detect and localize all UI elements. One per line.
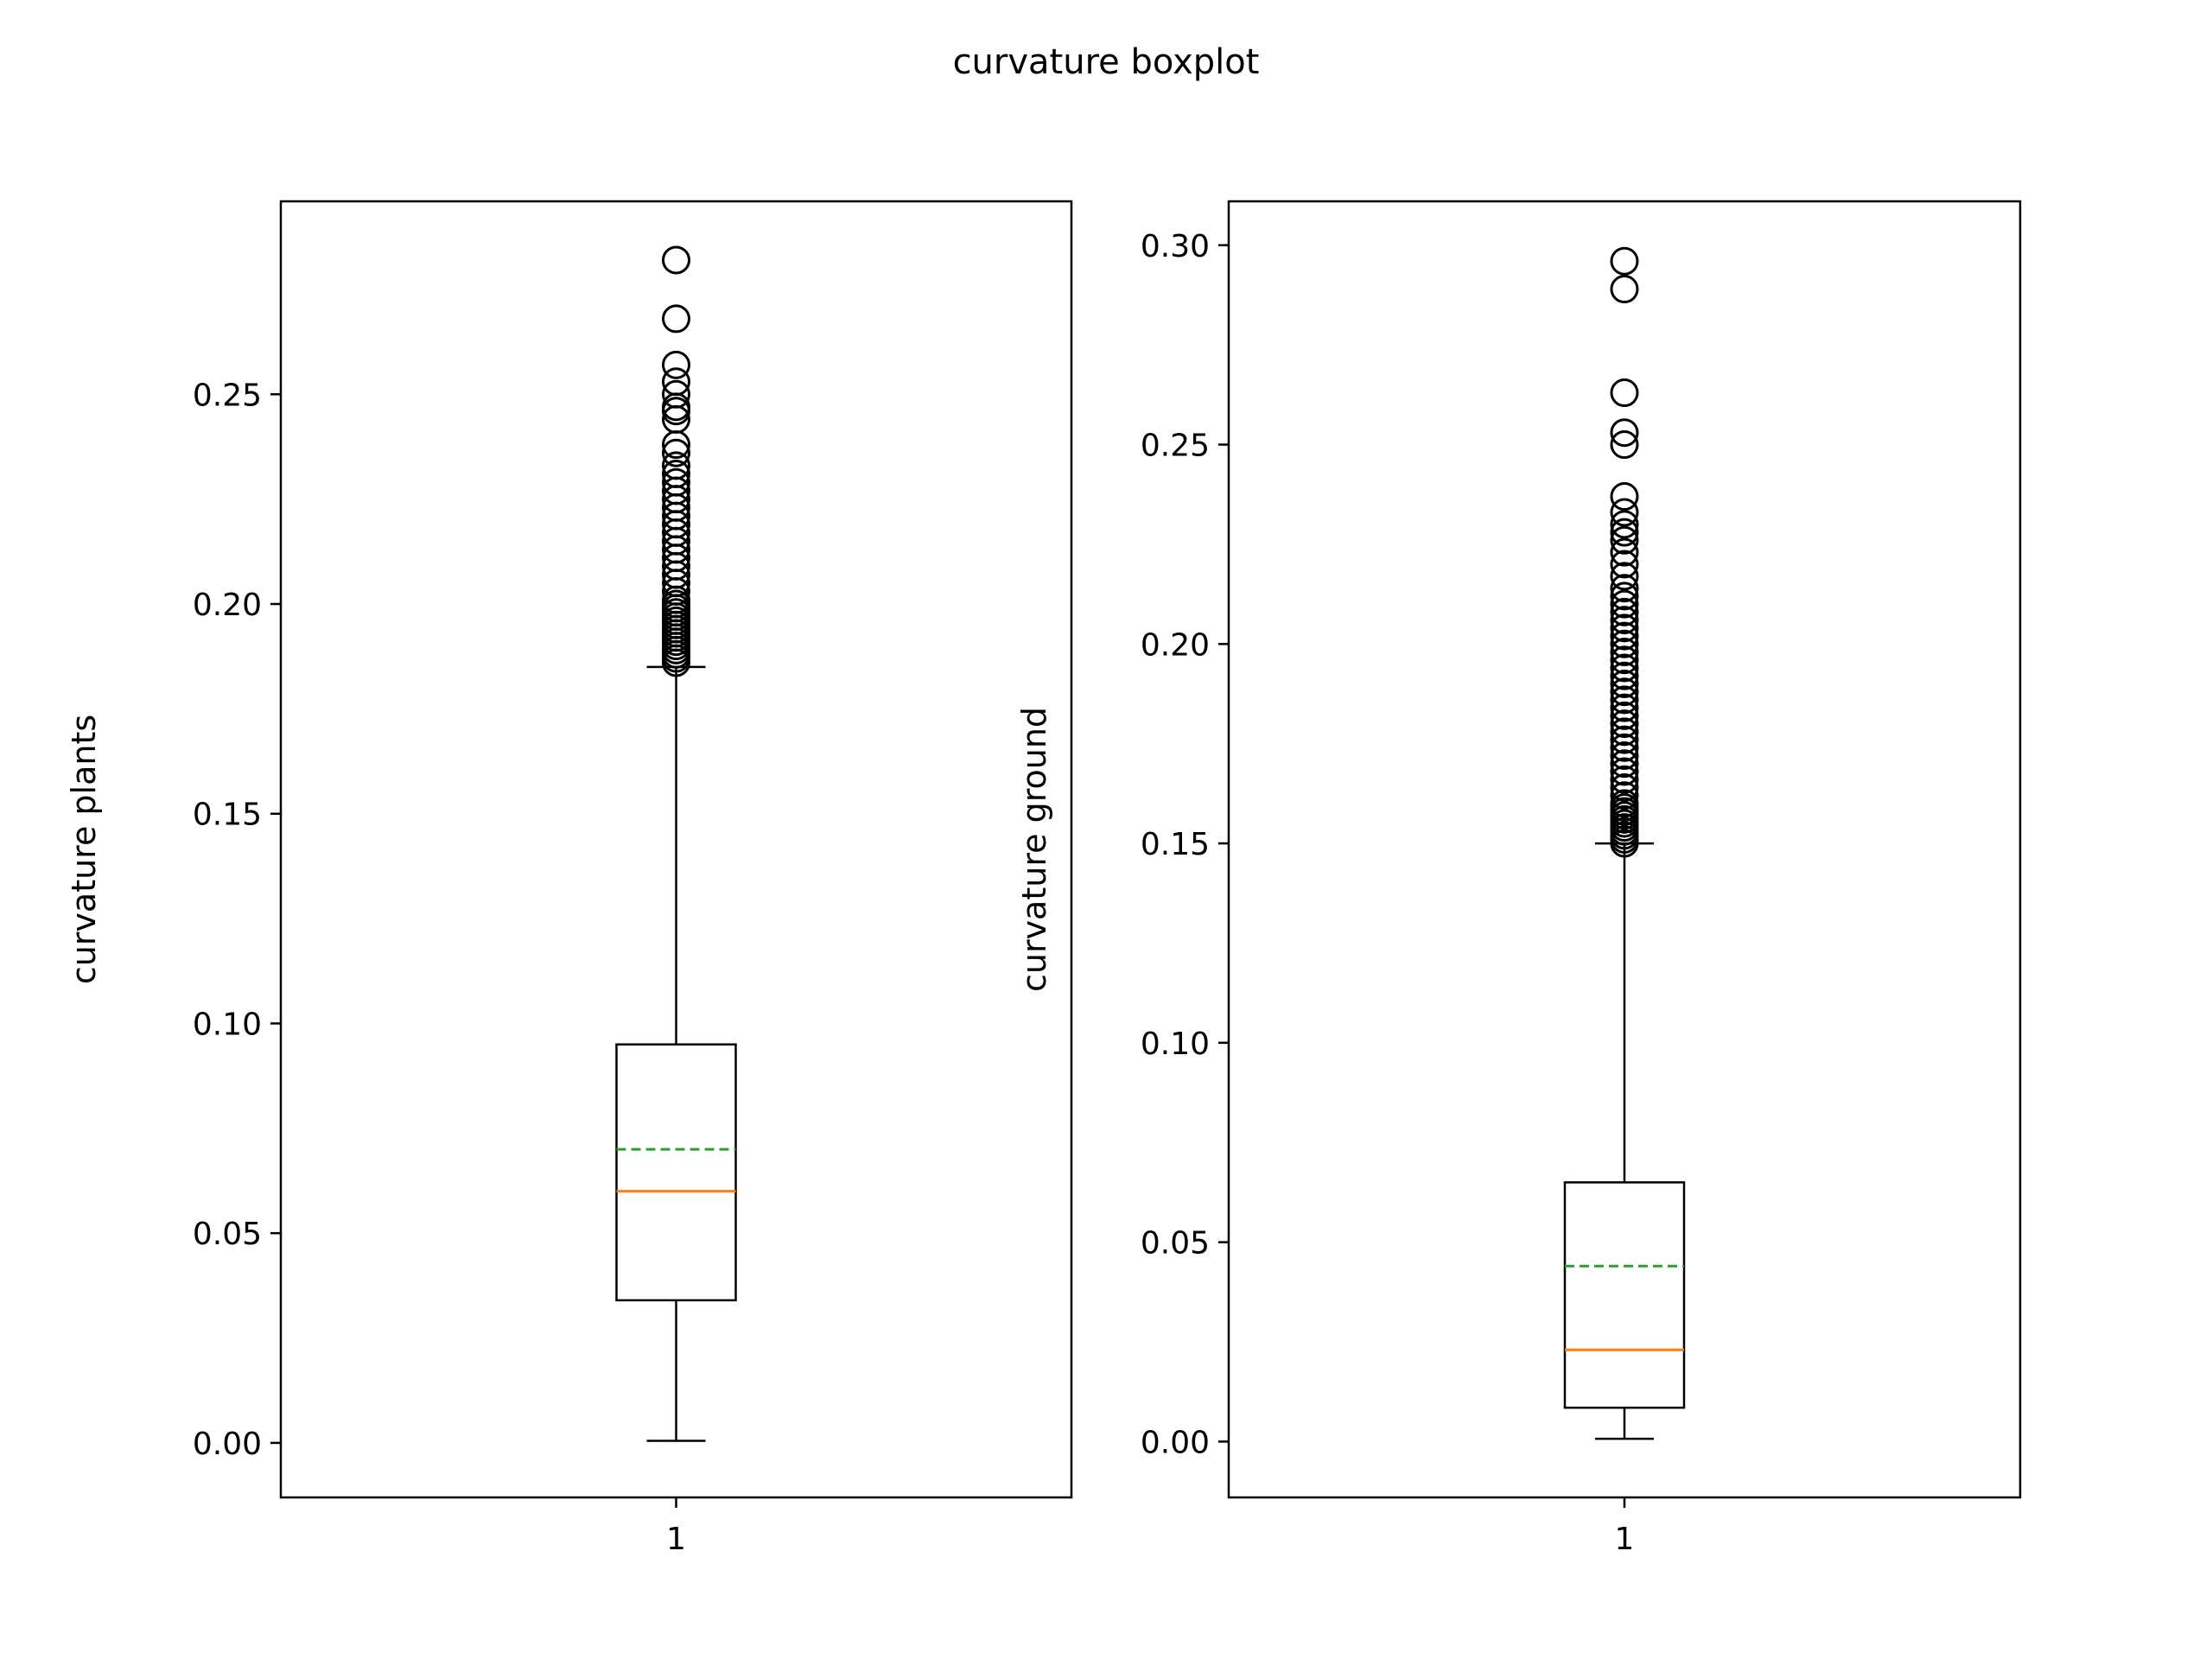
- outlier-point: [1610, 677, 1639, 707]
- outlier-point: [1610, 246, 1639, 276]
- outlier-point: [1610, 510, 1639, 539]
- outlier-point: [1610, 789, 1639, 818]
- outlier-point: [1610, 772, 1639, 802]
- y-tick-label: 0.15: [1141, 827, 1210, 862]
- outlier-point: [662, 379, 690, 409]
- outlier-point: [1610, 741, 1639, 771]
- outlier-point: [1610, 621, 1639, 651]
- outlier-point: [1610, 378, 1639, 408]
- y-tick-label: 0.25: [193, 378, 262, 413]
- iqr-box: [615, 1043, 737, 1302]
- outlier-point: [662, 460, 690, 489]
- outlier-point: [1610, 613, 1639, 643]
- outlier-point: [1610, 275, 1639, 304]
- y-tick-label: 0.20: [1141, 627, 1210, 663]
- outlier-point: [1610, 717, 1639, 747]
- outlier-point: [662, 367, 690, 397]
- outlier-point: [1610, 482, 1639, 512]
- outlier-point: [1610, 757, 1639, 786]
- boxplot-panel-1: 0.00 0.05 0.10 0.15 0.20 0.25 1 curvature plant…: [65, 200, 1073, 1557]
- outlier-point: [1610, 661, 1639, 690]
- outlier-point: [1610, 733, 1639, 762]
- outlier-point: [1610, 498, 1639, 527]
- outlier-point: [1610, 574, 1639, 603]
- outlier-point: [1610, 709, 1639, 739]
- outlier-point: [662, 467, 690, 497]
- outlier-point: [1610, 518, 1639, 547]
- outlier-point: [1610, 606, 1639, 635]
- outlier-point: [1610, 701, 1639, 730]
- outlier-point: [1610, 749, 1639, 779]
- outlier-point: [1610, 430, 1639, 460]
- iqr-box: [1563, 1181, 1686, 1409]
- x-tick-label: 1: [1615, 1522, 1635, 1557]
- outlier-point: [1610, 765, 1639, 794]
- outlier-point: [662, 451, 690, 480]
- outlier-point: [662, 438, 690, 467]
- outlier-point: [1610, 725, 1639, 754]
- y-tick-label: 0.15: [193, 798, 262, 833]
- outlier-point: [1610, 685, 1639, 715]
- outlier-point: [1610, 537, 1639, 567]
- y-tick-label: 0.10: [193, 1007, 262, 1042]
- outlier-point: [1610, 653, 1639, 683]
- outlier-point: [1610, 669, 1639, 698]
- y-tick-label: 0.05: [193, 1217, 262, 1252]
- outlier-point: [1610, 597, 1639, 626]
- outlier-point: [1610, 418, 1639, 448]
- x-tick-label: 1: [666, 1522, 686, 1557]
- outlier-point: [1610, 629, 1639, 658]
- y-tick-label: 0.30: [1141, 229, 1210, 264]
- outlier-point: [1610, 525, 1639, 555]
- y-tick-label: 0.20: [193, 588, 262, 623]
- outlier-point: [1610, 693, 1639, 722]
- outlier-point: [1610, 582, 1639, 611]
- outlier-point: [1610, 781, 1639, 810]
- y-axis-label: curvature ground: [1015, 707, 1053, 992]
- y-tick-label: 0.25: [1141, 429, 1210, 464]
- outlier-point: [662, 350, 690, 379]
- outlier-point: [1610, 550, 1639, 579]
- outlier-point: [1610, 645, 1639, 675]
- boxplot-panel-2: 0.00 0.05 0.10 0.15 0.20 0.25 0.30 1 curvature g…: [1015, 200, 2022, 1557]
- outlier-point: [662, 304, 690, 334]
- y-tick-label: 0.05: [1141, 1226, 1210, 1262]
- y-tick-label: 0.10: [1141, 1027, 1210, 1062]
- outlier-point: [1610, 589, 1639, 619]
- y-axis-label: curvature plants: [65, 715, 103, 984]
- outlier-point: [1610, 638, 1639, 667]
- outlier-point: [662, 245, 690, 275]
- figure-suptitle: curvature boxplot: [953, 42, 1260, 82]
- outlier-point: [1610, 562, 1639, 591]
- y-tick-label: 0.00: [193, 1427, 262, 1462]
- y-tick-label: 0.00: [1141, 1425, 1210, 1460]
